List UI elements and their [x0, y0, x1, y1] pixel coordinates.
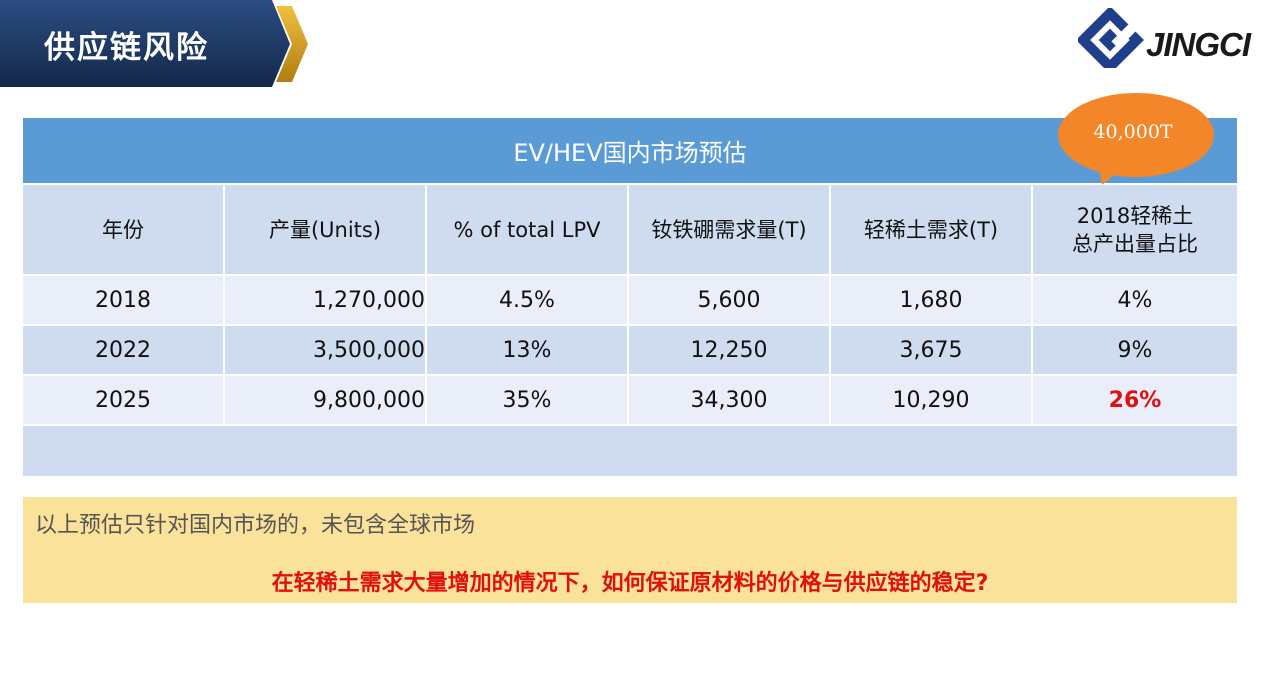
cell-ndfeb: 34,300 — [629, 376, 831, 424]
cell-lpv: 13% — [427, 326, 629, 374]
title-banner-shape — [0, 0, 308, 87]
callout-text: 40,000T — [1093, 121, 1173, 143]
table-header-row: 年份 产量(Units) % of total LPV 钕铁硼需求量(T) 轻稀… — [23, 183, 1237, 274]
cell-share-highlight: 26% — [1108, 387, 1162, 413]
col-header-year: 年份 — [23, 185, 225, 274]
cell-lpv: 4.5% — [427, 276, 629, 324]
cell-share: 9% — [1117, 337, 1153, 363]
col-header-units: 产量(Units) — [225, 185, 427, 274]
forecast-table: EV/HEV国内市场预估 年份 产量(Units) % of total LPV… — [23, 118, 1237, 476]
cell-share: 4% — [1117, 287, 1153, 313]
cell-units: 3,500,000 — [225, 326, 427, 374]
cell-units: 1,270,000 — [225, 276, 427, 324]
cell-lpv: 35% — [427, 376, 629, 424]
cell-year: 2018 — [23, 276, 225, 324]
callout-bubble — [1058, 93, 1214, 185]
cell-light-re: 10,290 — [831, 376, 1033, 424]
note-question-text: 在轻稀土需求大量增加的情况下，如何保证原材料的价格与供应链的稳定? — [271, 571, 989, 596]
cell-light-re: 3,675 — [831, 326, 1033, 374]
cell-ndfeb: 5,600 — [629, 276, 831, 324]
table-row: 2025 9,800,000 35% 34,300 10,290 26% — [23, 374, 1237, 424]
table-row: 2018 1,270,000 4.5% 5,600 1,680 4% — [23, 274, 1237, 324]
title-banner: 供应链风险 — [0, 0, 310, 87]
table-title: EV/HEV国内市场预估 — [23, 118, 1237, 183]
logo-text: JINGCI — [1146, 26, 1251, 63]
cell-year: 2022 — [23, 326, 225, 374]
cell-year: 2025 — [23, 376, 225, 424]
col-header-lpv: % of total LPV — [427, 185, 629, 274]
cell-light-re: 1,680 — [831, 276, 1033, 324]
cell-units: 9,800,000 — [225, 376, 427, 424]
table-row: 2022 3,500,000 13% 12,250 3,675 9% — [23, 324, 1237, 374]
jingci-logo — [1078, 8, 1144, 68]
table-empty-row — [23, 424, 1237, 476]
slide-title: 供应链风险 — [44, 30, 209, 66]
col-header-ndfeb: 钕铁硼需求量(T) — [629, 185, 831, 274]
note-scope-text: 以上预估只针对国内市场的，未包含全球市场 — [35, 513, 476, 538]
col-header-share: 2018轻稀土 总产出量占比 — [1072, 203, 1198, 256]
note-box: 以上预估只针对国内市场的，未包含全球市场 在轻稀土需求大量增加的情况下，如何保证… — [23, 497, 1237, 603]
cell-ndfeb: 12,250 — [629, 326, 831, 374]
col-header-light-re: 轻稀土需求(T) — [831, 185, 1033, 274]
